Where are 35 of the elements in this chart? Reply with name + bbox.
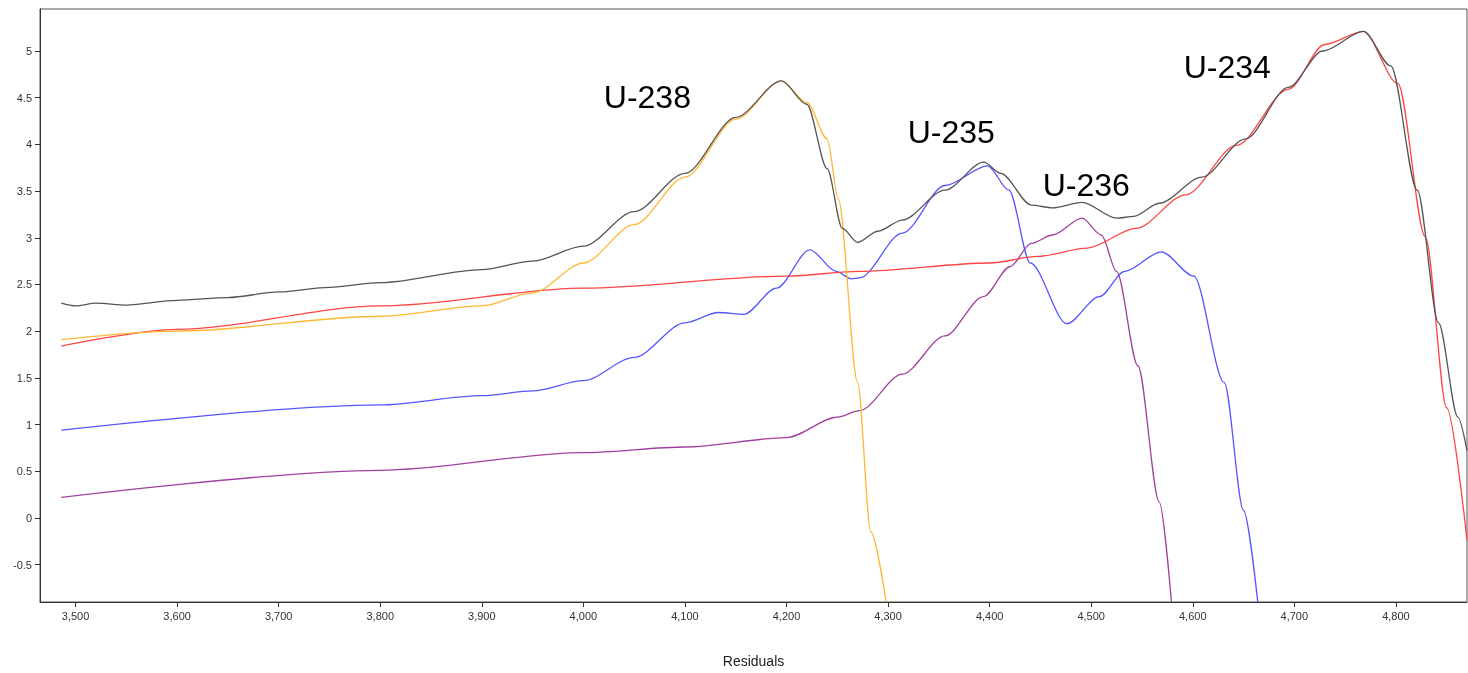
x-tick-label: 4,700	[1280, 609, 1309, 622]
y-tick-label: 2	[25, 325, 32, 338]
x-tick-label: 4,600	[1179, 609, 1207, 622]
x-tick-label: 3,600	[163, 609, 191, 622]
y-tick-label: -0.5	[13, 558, 32, 571]
y-tick-label: 0	[25, 511, 32, 524]
x-axis-title: Residuals	[722, 653, 785, 669]
y-tick-label: 2.5	[16, 278, 32, 291]
annotation: U-238	[603, 78, 691, 115]
x-tick-label: 3,900	[468, 609, 496, 622]
x-tick-label: 3,800	[366, 609, 395, 622]
y-tick-label: 3.5	[16, 185, 32, 198]
x-tick-label: 3,500	[61, 609, 90, 622]
x-tick-label: 4,400	[975, 609, 1004, 622]
line-series	[60, 217, 1173, 603]
y-tick-label: 0.5	[16, 465, 32, 478]
annotation: U-235	[907, 113, 995, 150]
x-tick-label: 4,500	[1077, 609, 1105, 622]
line-series	[60, 30, 1468, 542]
y-tick-label: 4.5	[16, 91, 32, 104]
y-tick-label: 4	[25, 138, 32, 151]
line-series	[60, 165, 1259, 603]
x-tick-label: 3,700	[264, 609, 293, 622]
x-tick-label: 4,300	[874, 609, 902, 622]
y-tick-label: 5	[25, 45, 32, 58]
x-tick-label: 4,100	[671, 609, 699, 622]
line-series	[60, 80, 887, 603]
x-tick-label: 4,000	[569, 609, 598, 622]
y-tick-label: 3	[25, 231, 32, 244]
y-tick-label: 1.5	[16, 371, 32, 384]
annotation: U-236	[1042, 167, 1130, 204]
y-tick-label: 1	[25, 418, 32, 431]
annotation: U-234	[1183, 49, 1271, 86]
x-tick-label: 4,200	[772, 609, 801, 622]
x-tick-label: 4,800	[1382, 609, 1410, 622]
